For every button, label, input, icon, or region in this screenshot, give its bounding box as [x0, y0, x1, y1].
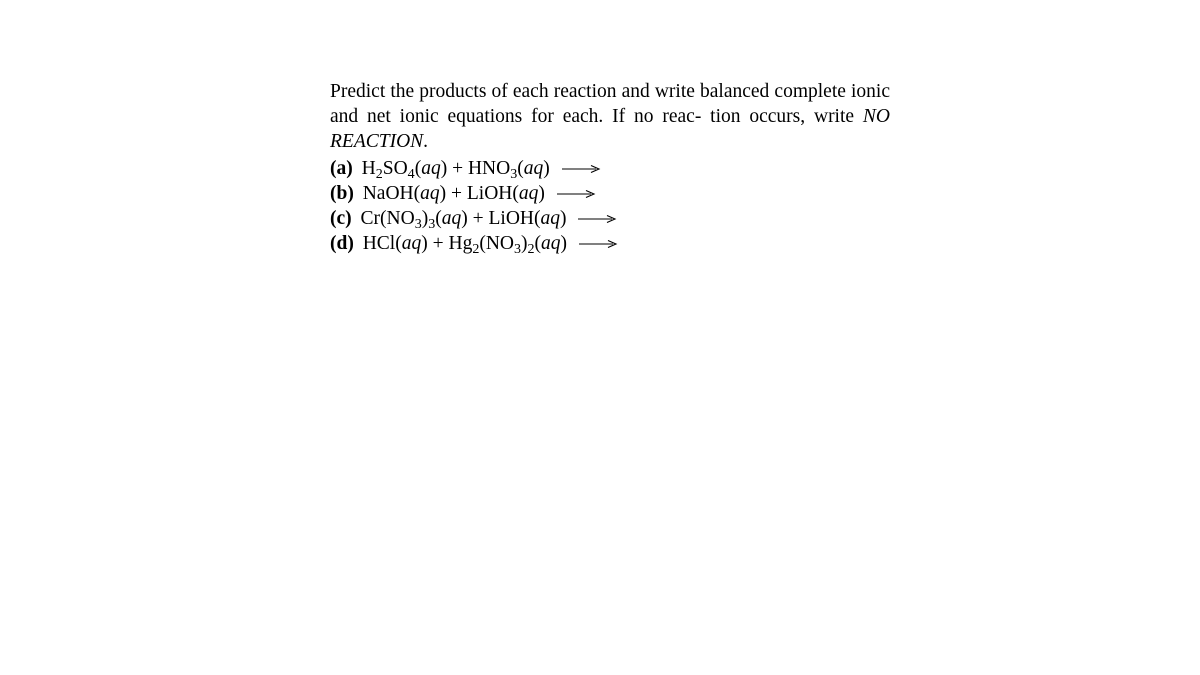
- arrow-icon: [556, 189, 596, 199]
- arrow-icon: [561, 164, 601, 174]
- item-label: (d): [330, 233, 354, 254]
- reactant-2: LiOH(aq): [488, 208, 566, 229]
- item-label: (a): [330, 158, 353, 179]
- plus-sign: +: [433, 233, 449, 254]
- item-label: (c): [330, 208, 352, 229]
- reactant-2: HNO3(aq): [468, 158, 550, 179]
- prompt-line-3a: tion occurs, write: [710, 106, 863, 127]
- prompt-line-3b: .: [423, 131, 428, 152]
- plus-sign: +: [452, 158, 468, 179]
- item-label: (b): [330, 183, 354, 204]
- question-block: Predict the products of each reaction an…: [330, 80, 890, 257]
- reactant-1: H2SO4(aq): [362, 158, 448, 179]
- equation-b: (b) NaOH(aq) + LiOH(aq): [330, 182, 890, 207]
- arrow-icon: [577, 214, 617, 224]
- prompt-line-1: Predict the products of each reaction an…: [330, 81, 769, 102]
- reactant-1: HCl(aq): [363, 233, 428, 254]
- equation-list: (a) H2SO4(aq) + HNO3(aq) (b) NaOH(aq) + …: [330, 157, 890, 257]
- reactant-2: Hg2(NO3)2(aq): [448, 233, 567, 254]
- prompt-line-2b: -: [695, 106, 702, 127]
- plus-sign: +: [451, 183, 467, 204]
- equation-a: (a) H2SO4(aq) + HNO3(aq): [330, 157, 890, 182]
- reactant-1: NaOH(aq): [363, 183, 446, 204]
- arrow-icon: [578, 239, 618, 249]
- equation-c: (c) Cr(NO3)3(aq) + LiOH(aq): [330, 207, 890, 232]
- equation-d: (d) HCl(aq) + Hg2(NO3)2(aq): [330, 232, 890, 257]
- plus-sign: +: [473, 208, 489, 229]
- reactant-2: LiOH(aq): [467, 183, 545, 204]
- reactant-1: Cr(NO3)3(aq): [361, 208, 468, 229]
- question-prompt: Predict the products of each reaction an…: [330, 80, 890, 155]
